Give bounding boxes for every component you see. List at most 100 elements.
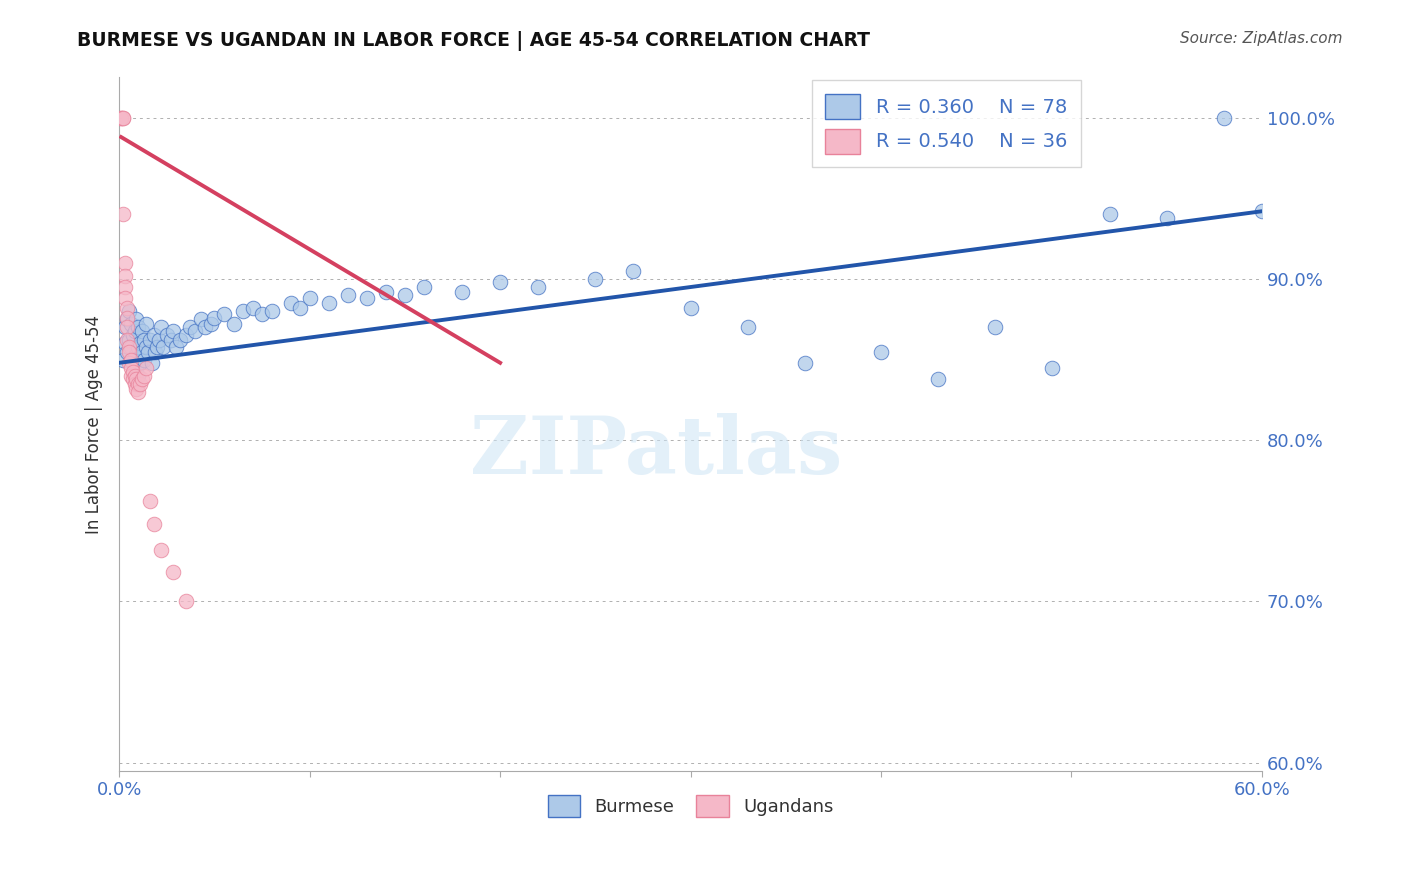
Point [125,372,148,386]
Point [200,317,222,331]
Point [527,280,550,294]
Point [112,111,135,125]
Point [121,372,143,386]
Point [242,301,264,315]
Point [114,268,136,283]
Point [124,324,146,338]
Point [114,320,136,334]
Point [318,296,340,310]
Point [146,340,169,354]
Point [115,320,138,334]
Point [870,344,893,359]
Point [120,368,142,383]
Point [136,344,159,359]
Y-axis label: In Labor Force | Age 45-54: In Labor Force | Age 45-54 [86,315,103,533]
Legend: Burmese, Ugandans: Burmese, Ugandans [540,788,841,824]
Point [298,291,321,305]
Point [152,340,174,354]
Point [1156,211,1178,225]
Point [112,352,135,367]
Point [115,333,138,347]
Point [121,356,143,370]
Point [394,288,416,302]
Point [132,368,155,383]
Point [204,310,226,325]
Point [232,304,254,318]
Point [156,328,179,343]
Point [451,285,474,299]
Point [115,310,138,325]
Point [280,296,302,310]
Point [737,320,759,334]
Point [141,356,163,370]
Point [135,360,157,375]
Point [131,372,153,386]
Point [132,333,155,347]
Point [212,308,235,322]
Point [222,317,245,331]
Point [127,384,149,399]
Point [162,566,184,580]
Point [142,328,165,343]
Point [114,280,136,294]
Point [374,285,396,299]
Point [356,291,378,305]
Point [260,304,283,318]
Point [121,366,143,380]
Point [121,328,143,343]
Point [125,382,148,396]
Point [120,340,142,354]
Point [118,356,141,370]
Point [165,340,187,354]
Point [150,542,173,557]
Text: BURMESE VS UGANDAN IN LABOR FORCE | AGE 45-54 CORRELATION CHART: BURMESE VS UGANDAN IN LABOR FORCE | AGE … [77,31,870,51]
Point [159,333,181,347]
Point [174,594,197,608]
Point [162,324,184,338]
Point [114,256,136,270]
Point [131,344,153,359]
Point [184,324,207,338]
Point [118,344,141,359]
Point [793,356,815,370]
Point [1212,111,1234,125]
Point [1251,204,1274,219]
Point [623,264,645,278]
Point [190,312,212,326]
Point [290,301,312,315]
Point [132,352,155,367]
Point [118,304,141,318]
Point [114,291,136,305]
Point [115,344,138,359]
Point [115,312,138,326]
Point [112,207,135,221]
Point [124,376,146,391]
Point [927,372,949,386]
Point [112,111,135,125]
Point [135,340,157,354]
Point [120,360,142,375]
Point [110,111,132,125]
Point [139,494,162,508]
Point [129,376,152,391]
Point [1098,207,1121,221]
Point [120,317,142,331]
Point [127,376,149,391]
Point [127,320,149,334]
Text: Source: ZipAtlas.com: Source: ZipAtlas.com [1180,31,1343,46]
Point [150,320,173,334]
Point [115,301,138,315]
Point [124,349,146,363]
Point [194,320,217,334]
Point [250,308,273,322]
Point [118,340,141,354]
Point [139,333,162,347]
Point [413,280,436,294]
Point [129,336,152,351]
Point [679,301,702,315]
Point [125,360,148,375]
Point [145,344,167,359]
Point [127,368,149,383]
Point [336,288,359,302]
Point [1042,360,1064,375]
